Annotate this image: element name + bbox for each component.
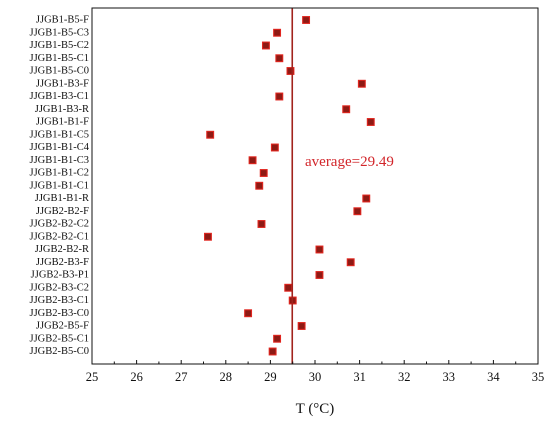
data-point bbox=[357, 79, 366, 88]
category-label: JJGB2-B2-C2 bbox=[29, 219, 89, 230]
data-point bbox=[268, 347, 277, 356]
x-tick-label: 32 bbox=[398, 370, 411, 384]
category-label: JJGB1-B5-C1 bbox=[29, 53, 89, 64]
category-label: JJGB1-B5-C2 bbox=[29, 40, 89, 51]
data-point bbox=[248, 156, 257, 165]
category-label: JJGB2-B3-C0 bbox=[29, 308, 89, 319]
x-tick-label: 33 bbox=[443, 370, 456, 384]
category-label: JJGB1-B1-C2 bbox=[29, 168, 89, 179]
data-point bbox=[366, 118, 375, 126]
data-point bbox=[362, 194, 371, 203]
x-tick-label: 26 bbox=[130, 370, 143, 384]
category-label: JJGB1-B1-C5 bbox=[29, 129, 89, 140]
category-label: JJGB1-B1-F bbox=[36, 117, 89, 128]
x-axis-ticks: 25 26 27 28 29 30 31 32 33 34 35 bbox=[86, 360, 545, 384]
plot-frame bbox=[91, 7, 539, 365]
x-tick-label: 34 bbox=[487, 370, 500, 384]
category-label: JJGB1-B3-C1 bbox=[29, 91, 89, 102]
x-tick-label: 30 bbox=[309, 370, 322, 384]
data-points-layer bbox=[204, 16, 375, 356]
x-tick-label: 31 bbox=[353, 370, 366, 384]
x-tick-label: 28 bbox=[220, 370, 233, 384]
data-point bbox=[297, 322, 306, 330]
category-label: JJGB1-B5-F bbox=[36, 15, 89, 26]
category-label: JJGB1-B5-C0 bbox=[29, 66, 89, 77]
x-tick-label: 27 bbox=[175, 370, 188, 384]
x-tick-label: 35 bbox=[532, 370, 545, 384]
data-point bbox=[353, 207, 362, 216]
category-label: JJGB1-B5-C3 bbox=[29, 27, 89, 38]
category-label: JJGB2-B3-C2 bbox=[29, 282, 89, 293]
data-point bbox=[342, 105, 351, 114]
data-point bbox=[346, 258, 355, 267]
category-label: JJGB2-B2-C1 bbox=[29, 231, 89, 242]
x-axis-title: T (°C) bbox=[296, 401, 335, 417]
data-point bbox=[315, 271, 324, 279]
category-label: JJGB2-B2-R bbox=[35, 244, 89, 255]
data-point bbox=[244, 309, 253, 318]
data-point bbox=[259, 169, 268, 177]
data-point bbox=[257, 220, 266, 228]
data-point bbox=[273, 334, 282, 343]
data-point bbox=[270, 143, 279, 152]
category-label: JJGB1-B1-C1 bbox=[29, 180, 89, 191]
category-label: JJGB1-B1-C3 bbox=[29, 155, 89, 166]
category-label: JJGB1-B3-R bbox=[35, 104, 89, 115]
category-label: JJGB1-B3-F bbox=[36, 78, 89, 89]
category-label: JJGB2-B2-F bbox=[36, 206, 89, 217]
data-point bbox=[315, 245, 324, 254]
category-label: JJGB2-B5-C1 bbox=[29, 333, 89, 344]
category-label: JJGB2-B3-F bbox=[36, 257, 89, 268]
category-label: JJGB2-B3-P1 bbox=[31, 270, 89, 281]
category-label: JJGB1-B1-C4 bbox=[29, 142, 89, 153]
category-label: JJGB1-B1-R bbox=[35, 193, 89, 204]
data-point bbox=[273, 28, 282, 37]
category-label: JJGB2-B5-C0 bbox=[29, 346, 89, 357]
category-label: JJGB2-B3-C1 bbox=[29, 295, 89, 306]
x-tick-label: 25 bbox=[86, 370, 99, 384]
average-label: average=29.49 bbox=[305, 154, 394, 170]
data-point bbox=[284, 283, 293, 292]
data-point bbox=[255, 181, 264, 190]
data-point bbox=[275, 92, 284, 101]
data-point bbox=[286, 67, 295, 75]
data-point bbox=[206, 130, 215, 139]
data-point bbox=[275, 54, 284, 63]
data-point bbox=[302, 16, 311, 24]
data-point bbox=[261, 41, 270, 50]
category-label: JJGB2-B5-F bbox=[36, 321, 89, 332]
x-tick-label: 29 bbox=[264, 370, 277, 384]
data-point bbox=[204, 232, 212, 241]
